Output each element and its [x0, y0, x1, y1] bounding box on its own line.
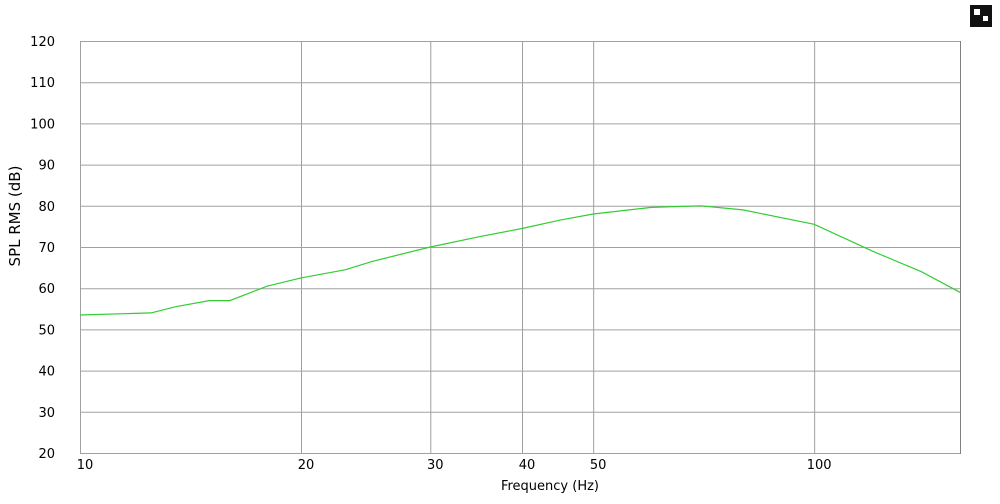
line-series — [79, 205, 961, 316]
corner-icon — [970, 5, 992, 27]
y-tick-label: 100 — [30, 117, 55, 132]
y-tick-label: 50 — [38, 323, 55, 338]
x-axis-label: Frequency (Hz) — [501, 479, 599, 494]
y-tick-label: 30 — [38, 406, 55, 421]
y-tick-label: 20 — [38, 447, 55, 462]
y-tick-label: 110 — [30, 76, 55, 91]
x-tick-label: 40 — [519, 458, 536, 473]
y-axis-label: SPL RMS (dB) — [6, 166, 24, 267]
x-tick-label: 100 — [807, 458, 832, 473]
y-tick-label: 60 — [38, 282, 55, 297]
x-tick-label: 50 — [590, 458, 607, 473]
corner-icon-detail — [974, 9, 980, 15]
x-tick-label: 20 — [298, 458, 315, 473]
x-tick-label: 10 — [77, 458, 94, 473]
y-tick-label: 80 — [38, 200, 55, 215]
y-tick-label: 120 — [30, 35, 55, 50]
y-tick-label: 70 — [38, 241, 55, 256]
y-tick-label: 40 — [38, 365, 55, 380]
corner-icon-detail — [983, 16, 988, 21]
y-tick-label: 90 — [38, 159, 55, 174]
x-tick-label: 30 — [427, 458, 444, 473]
